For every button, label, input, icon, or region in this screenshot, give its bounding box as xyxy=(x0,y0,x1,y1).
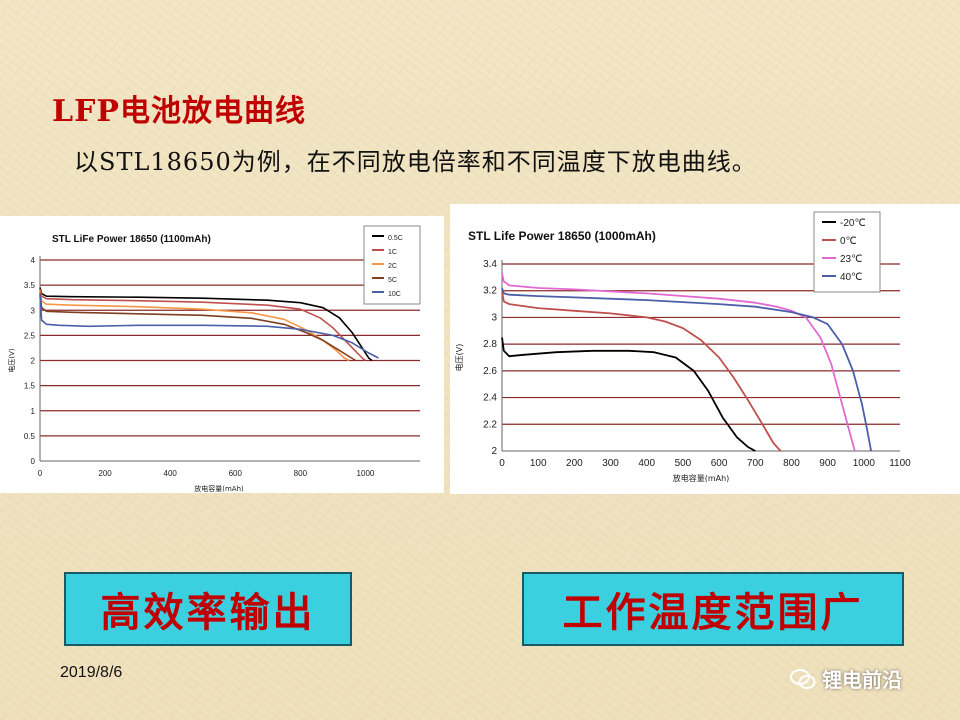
x-tick-label: 600 xyxy=(711,458,728,469)
legend-label: 0.5C xyxy=(388,235,403,242)
y-tick-label: 2 xyxy=(491,446,497,457)
x-tick-label: 200 xyxy=(98,469,112,478)
y-tick-label: 2.4 xyxy=(483,393,497,404)
series-line xyxy=(39,291,350,362)
legend-label: 10C xyxy=(388,291,401,298)
legend-label: 2C xyxy=(388,263,397,270)
y-tick-label: 2.6 xyxy=(483,366,497,377)
y-tick-label: 1 xyxy=(31,407,36,416)
series-line xyxy=(501,287,872,452)
x-axis-label: 放电容量(mAh) xyxy=(194,484,244,493)
chart-title: STL Life Power 18650 (1000mAh) xyxy=(468,229,656,243)
y-tick-label: 1.5 xyxy=(24,382,36,391)
y-tick-label: 3.2 xyxy=(483,286,497,297)
y-tick-label: 3 xyxy=(491,312,497,323)
x-tick-label: 800 xyxy=(294,469,308,478)
x-tick-label: 0 xyxy=(38,469,43,478)
legend-label: 23℃ xyxy=(840,254,862,265)
x-tick-label: 800 xyxy=(783,458,800,469)
callout-wide-temperature: 工作温度范围广 xyxy=(522,572,904,646)
y-axis-label: 电压(V) xyxy=(454,344,464,372)
x-tick-label: 700 xyxy=(747,458,764,469)
x-tick-label: 100 xyxy=(530,458,547,469)
y-tick-label: 0 xyxy=(31,457,36,466)
series-line xyxy=(501,290,782,452)
y-tick-label: 2.5 xyxy=(24,331,36,340)
rate-discharge-chart-svg: 0 0.5 1 1.5 2 2.5 3 3.5 4 0 200 400 600 800 1000 STL Li… xyxy=(7,225,421,493)
y-axis-label: 电压(V) xyxy=(7,348,16,373)
y-tick-label: 2.2 xyxy=(483,419,497,430)
series-line xyxy=(39,292,357,362)
x-axis-label: 放电容量(mAh) xyxy=(673,473,730,483)
x-tick-label: 400 xyxy=(638,458,655,469)
slide-title: LFP电池放电曲线 xyxy=(52,94,306,129)
temperature-discharge-chart: 2 2.2 2.4 2.6 2.8 3 3.2 3.4 0 100 200 300 400 500 600 7… xyxy=(450,204,960,494)
legend-label: -20℃ xyxy=(840,218,866,229)
series-line xyxy=(501,273,856,452)
x-tick-label: 400 xyxy=(164,469,178,478)
series-line xyxy=(501,337,756,452)
legend-box xyxy=(813,211,881,293)
series-line xyxy=(39,295,379,359)
x-tick-label: 900 xyxy=(819,458,836,469)
legend-label: 5C xyxy=(388,277,397,284)
temperature-discharge-chart-svg: 2 2.2 2.4 2.6 2.8 3 3.2 3.4 0 100 200 300 400 500 600 7… xyxy=(454,211,911,483)
x-tick-label: 600 xyxy=(229,469,243,478)
y-tick-label: 3.5 xyxy=(24,281,36,290)
x-tick-label: 1000 xyxy=(357,469,375,478)
watermark-text: 锂电前沿 xyxy=(822,668,902,692)
series-line xyxy=(39,287,373,362)
x-tick-label: 500 xyxy=(675,458,692,469)
series-line xyxy=(39,288,366,362)
y-tick-label: 0.5 xyxy=(24,432,36,441)
y-tick-label: 3 xyxy=(31,306,36,315)
x-tick-label: 300 xyxy=(602,458,619,469)
chart-title: STL LiFe Power 18650 (1100mAh) xyxy=(52,234,211,245)
slide-date: 2019/8/6 xyxy=(60,664,123,681)
y-tick-label: 3.4 xyxy=(483,259,497,270)
x-tick-label: 1000 xyxy=(853,458,876,469)
y-tick-label: 2 xyxy=(31,357,36,366)
legend-label: 40℃ xyxy=(840,272,862,283)
callout-high-efficiency: 高效率输出 xyxy=(64,572,352,646)
wechat-icon xyxy=(790,668,816,689)
y-tick-label: 4 xyxy=(31,256,36,265)
y-tick-label: 2.8 xyxy=(483,339,497,350)
legend-label: 1C xyxy=(388,249,397,256)
slide-subtitle: 以STL18650为例，在不同放电倍率和不同温度下放电曲线。 xyxy=(74,148,757,176)
x-tick-label: 0 xyxy=(499,458,505,469)
watermark: 锂电前沿 xyxy=(790,664,902,693)
legend-label: 0℃ xyxy=(840,236,857,247)
x-tick-label: 1100 xyxy=(889,458,911,469)
rate-discharge-chart: 0 0.5 1 1.5 2 2.5 3 3.5 4 0 200 400 600 800 1000 STL Li… xyxy=(0,216,444,493)
x-tick-label: 200 xyxy=(566,458,583,469)
